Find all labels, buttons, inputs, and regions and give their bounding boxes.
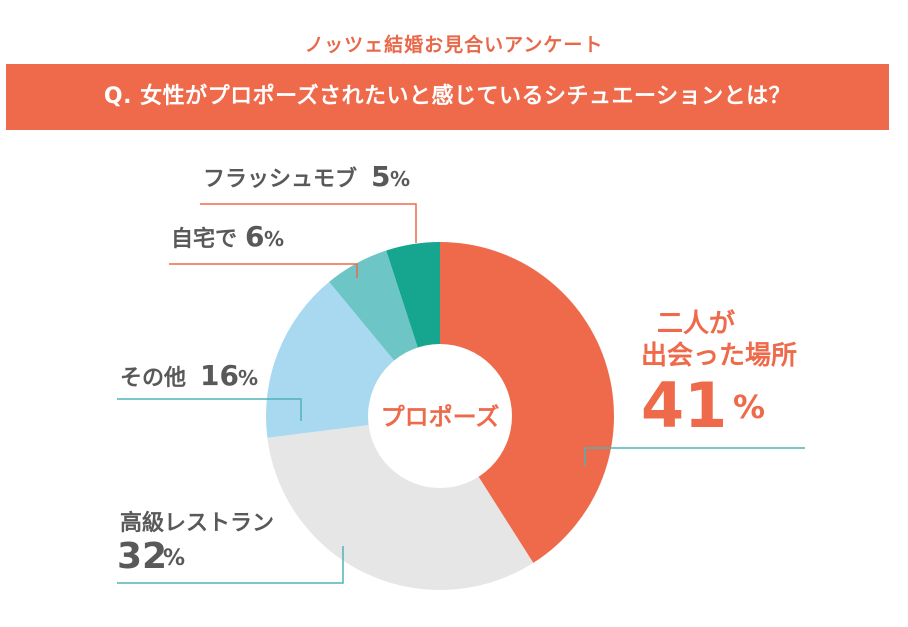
- value-meeting-place: 41: [641, 369, 727, 442]
- leader-restaurant: [117, 546, 344, 584]
- leader-other: [117, 398, 302, 421]
- percent-home: %: [264, 227, 284, 251]
- percent-flashmob: %: [390, 167, 410, 191]
- label-meeting-place-line1: 二人が: [657, 308, 735, 339]
- leader-flashmob: [200, 203, 417, 243]
- question-banner: Q. 女性がプロポーズされたいと感じているシチュエーションとは？: [6, 64, 889, 130]
- label-other: その他: [120, 366, 186, 391]
- slice-meeting-place: [440, 242, 614, 563]
- label-restaurant: 高級レストラン: [120, 510, 274, 536]
- value-other: 16: [200, 359, 239, 392]
- percent-restaurant: %: [163, 546, 185, 571]
- percent-other: %: [238, 366, 258, 390]
- survey-title: ノッツェ結婚お見合いアンケート: [304, 34, 604, 56]
- label-home: 自宅で: [171, 226, 237, 252]
- label-meeting-place-line2: 出会った場所: [641, 341, 797, 371]
- leader-meeting-place: [584, 447, 805, 466]
- donut-hole: [368, 344, 512, 488]
- label-flashmob: フラッシュモブ: [203, 166, 357, 192]
- percent-meeting-place: %: [733, 388, 765, 426]
- value-home: 6: [245, 220, 264, 253]
- value-restaurant: 32: [117, 536, 167, 577]
- leader-home: [169, 263, 358, 278]
- value-flashmob: 5: [371, 160, 390, 193]
- question-text: Q. 女性がプロポーズされたいと感じているシチュエーションとは？: [103, 84, 792, 109]
- center-label: プロポーズ: [381, 403, 500, 431]
